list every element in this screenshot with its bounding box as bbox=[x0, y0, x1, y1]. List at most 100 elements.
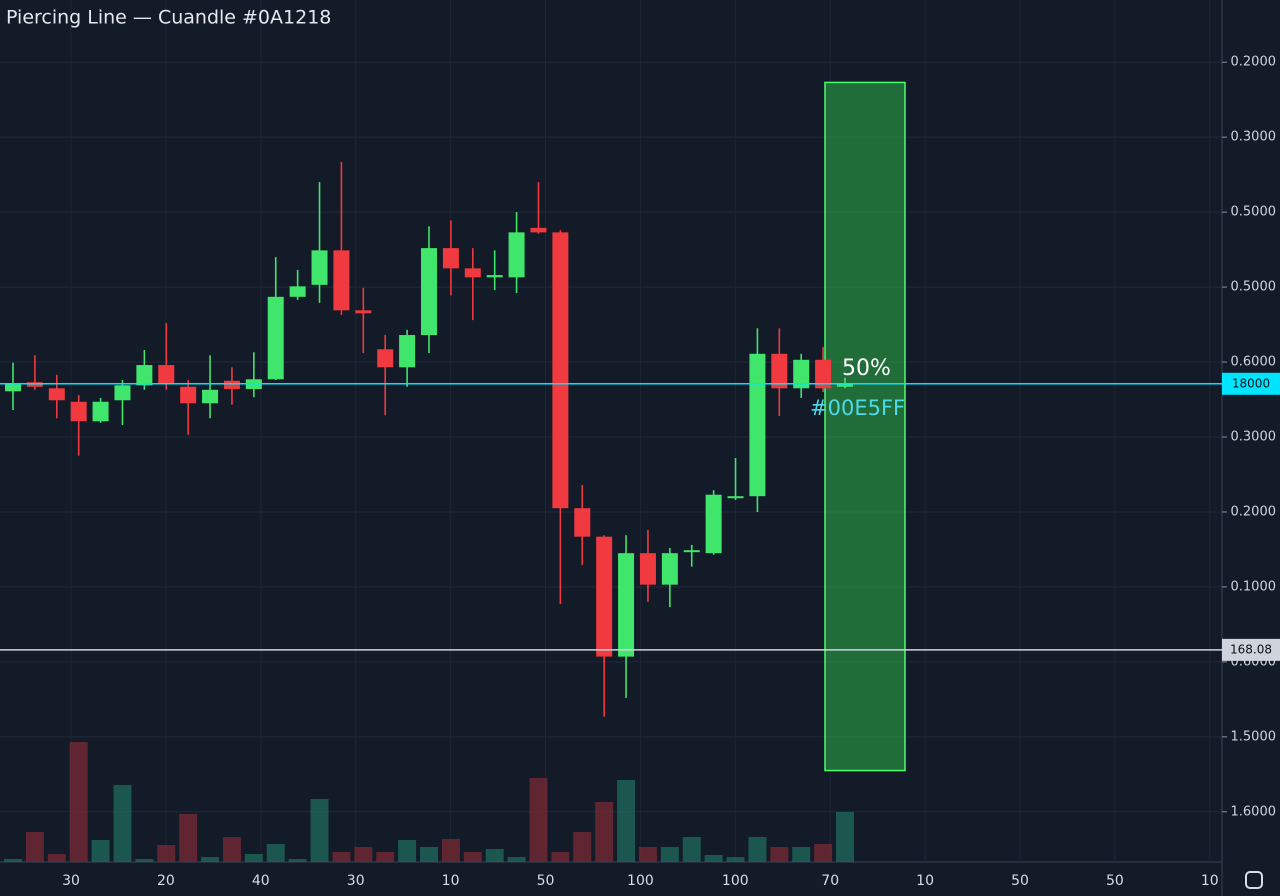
volume-bar bbox=[69, 742, 88, 862]
volume-bar bbox=[441, 839, 460, 862]
candle-body bbox=[596, 536, 613, 657]
volume-bar bbox=[836, 812, 854, 862]
volume-bar bbox=[244, 854, 263, 862]
price-tag bbox=[1222, 638, 1280, 661]
volume-bar bbox=[704, 855, 723, 862]
candle-body bbox=[442, 248, 459, 269]
volume-bar bbox=[47, 854, 66, 862]
volume-bar bbox=[485, 849, 504, 862]
volume-bar bbox=[420, 847, 438, 862]
candle-body bbox=[793, 359, 810, 389]
grid bbox=[0, 0, 1227, 862]
x-tick-label: 50 bbox=[1011, 873, 1029, 889]
volume-bar bbox=[682, 837, 701, 862]
candle-layer bbox=[5, 161, 853, 717]
volume-bar bbox=[91, 840, 110, 862]
volume-bar bbox=[4, 859, 22, 862]
candle-body bbox=[311, 250, 328, 285]
x-tick-label: 20 bbox=[157, 873, 175, 889]
candle-body bbox=[136, 365, 153, 386]
candle-body bbox=[202, 389, 219, 404]
y-tick-label: 0.5000 bbox=[1231, 205, 1277, 220]
candle-body bbox=[267, 296, 284, 380]
x-tick-label: 10 bbox=[916, 873, 934, 889]
volume-bar bbox=[310, 799, 329, 862]
price-tag bbox=[1222, 372, 1280, 395]
y-tick-label: 0.2000 bbox=[1231, 55, 1277, 70]
candle-body bbox=[618, 553, 635, 657]
candle-body bbox=[705, 494, 722, 554]
x-tick-label: 30 bbox=[347, 873, 365, 889]
y-tick-label: 0.1000 bbox=[1231, 579, 1277, 594]
settings-icon[interactable] bbox=[1245, 871, 1263, 889]
price-tag-label: 168.08 bbox=[1230, 642, 1272, 656]
volume-bar bbox=[660, 847, 679, 862]
volume-layer bbox=[4, 742, 854, 862]
candle-body bbox=[223, 380, 240, 390]
y-tick-label: 0.6000 bbox=[1231, 355, 1277, 370]
candle-body bbox=[464, 268, 481, 278]
candle-body bbox=[771, 353, 788, 389]
volume-bar bbox=[638, 847, 657, 862]
volume-bar bbox=[770, 847, 789, 862]
zone-label: 50% bbox=[842, 356, 891, 381]
x-tick-label: 10 bbox=[1201, 873, 1219, 889]
x-tick-label: 50 bbox=[537, 873, 555, 889]
volume-bar bbox=[529, 778, 548, 862]
x-tick-label: 30 bbox=[62, 873, 80, 889]
candle-body bbox=[815, 359, 832, 389]
y-tick-label: 0.2000 bbox=[1231, 504, 1277, 519]
y-tick-label: 0.5000 bbox=[1231, 280, 1277, 295]
candle-body bbox=[377, 349, 394, 368]
volume-bar bbox=[595, 802, 614, 862]
volume-bar bbox=[332, 852, 351, 862]
candle-body bbox=[5, 383, 21, 392]
x-tick-label: 70 bbox=[821, 873, 839, 889]
candle-body bbox=[508, 232, 525, 278]
candle-body bbox=[289, 286, 306, 297]
candle-body bbox=[399, 335, 416, 368]
candle-body bbox=[574, 508, 591, 537]
candle-body bbox=[749, 353, 766, 497]
y-tick-label: 1.5000 bbox=[1231, 729, 1277, 744]
volume-bar bbox=[398, 840, 417, 862]
candle-body bbox=[180, 386, 197, 404]
price-tag-label: 18000 bbox=[1232, 376, 1270, 390]
y-tick-label: 1.6000 bbox=[1231, 804, 1277, 819]
candle-body bbox=[92, 401, 109, 422]
zone-sublabel: #00E5FF bbox=[810, 396, 905, 420]
volume-bar bbox=[748, 837, 767, 862]
volume-bar bbox=[617, 780, 636, 862]
x-tick-label: 10 bbox=[442, 873, 460, 889]
overlay-layer: 50% #00E5FF 18000 168.08 bbox=[0, 356, 1280, 661]
x-tick-label: 40 bbox=[252, 873, 270, 889]
volume-bar bbox=[507, 857, 526, 862]
candle-body bbox=[333, 250, 350, 311]
volume-bar bbox=[814, 844, 833, 862]
candle-body bbox=[421, 248, 437, 336]
candle-body bbox=[355, 310, 372, 314]
candle-body bbox=[837, 383, 853, 387]
candle-body bbox=[486, 275, 503, 278]
volume-bar bbox=[266, 844, 285, 862]
candle-body bbox=[114, 385, 131, 401]
volume-bar bbox=[551, 852, 570, 862]
volume-bar bbox=[288, 859, 307, 862]
chart-title: Piercing Line — Cuandle #0A1218 bbox=[6, 7, 331, 29]
y-tick-label: 0.3000 bbox=[1231, 130, 1277, 145]
candle-body bbox=[530, 227, 547, 233]
volume-bar bbox=[179, 814, 198, 862]
candle-body bbox=[639, 553, 656, 585]
y-tick-label: 0.6000 bbox=[1231, 654, 1277, 669]
volume-bar bbox=[463, 852, 482, 862]
volume-bar bbox=[113, 785, 132, 862]
candle-body bbox=[661, 553, 678, 585]
volume-bar bbox=[792, 847, 811, 862]
zone-layer bbox=[824, 81, 906, 772]
target-zone bbox=[824, 81, 906, 772]
candle-body bbox=[70, 401, 87, 422]
candle-body bbox=[48, 388, 65, 401]
x-tick-label: 100 bbox=[722, 873, 749, 889]
